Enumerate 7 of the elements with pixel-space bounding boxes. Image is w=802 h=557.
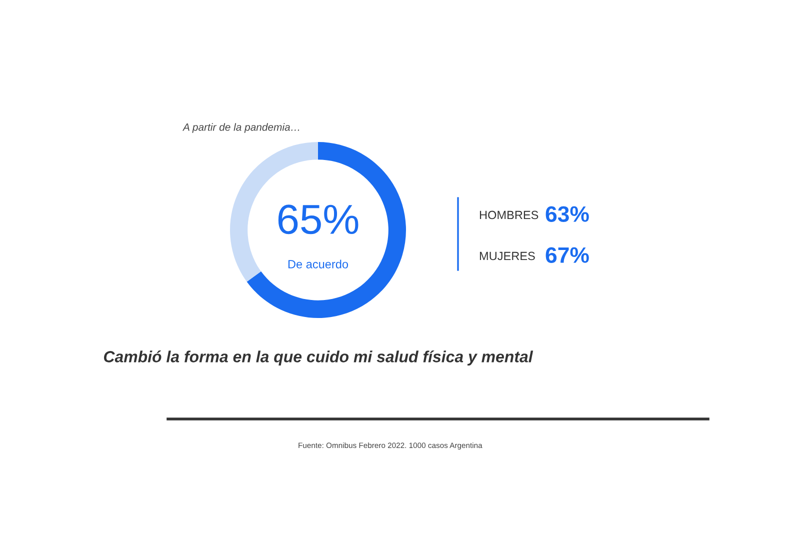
text: MUJERES 67% [480,247,589,263]
chart-title: A partir de la pandemia… [182,123,300,133]
text: HOMBRES 63% [480,206,589,222]
donut-slice [246,142,406,318]
slice-label: De acuerdo [288,260,348,268]
data-label: 65% [278,204,358,234]
text: Cambió la forma en la que cuido mi salud física y mental [104,350,534,366]
